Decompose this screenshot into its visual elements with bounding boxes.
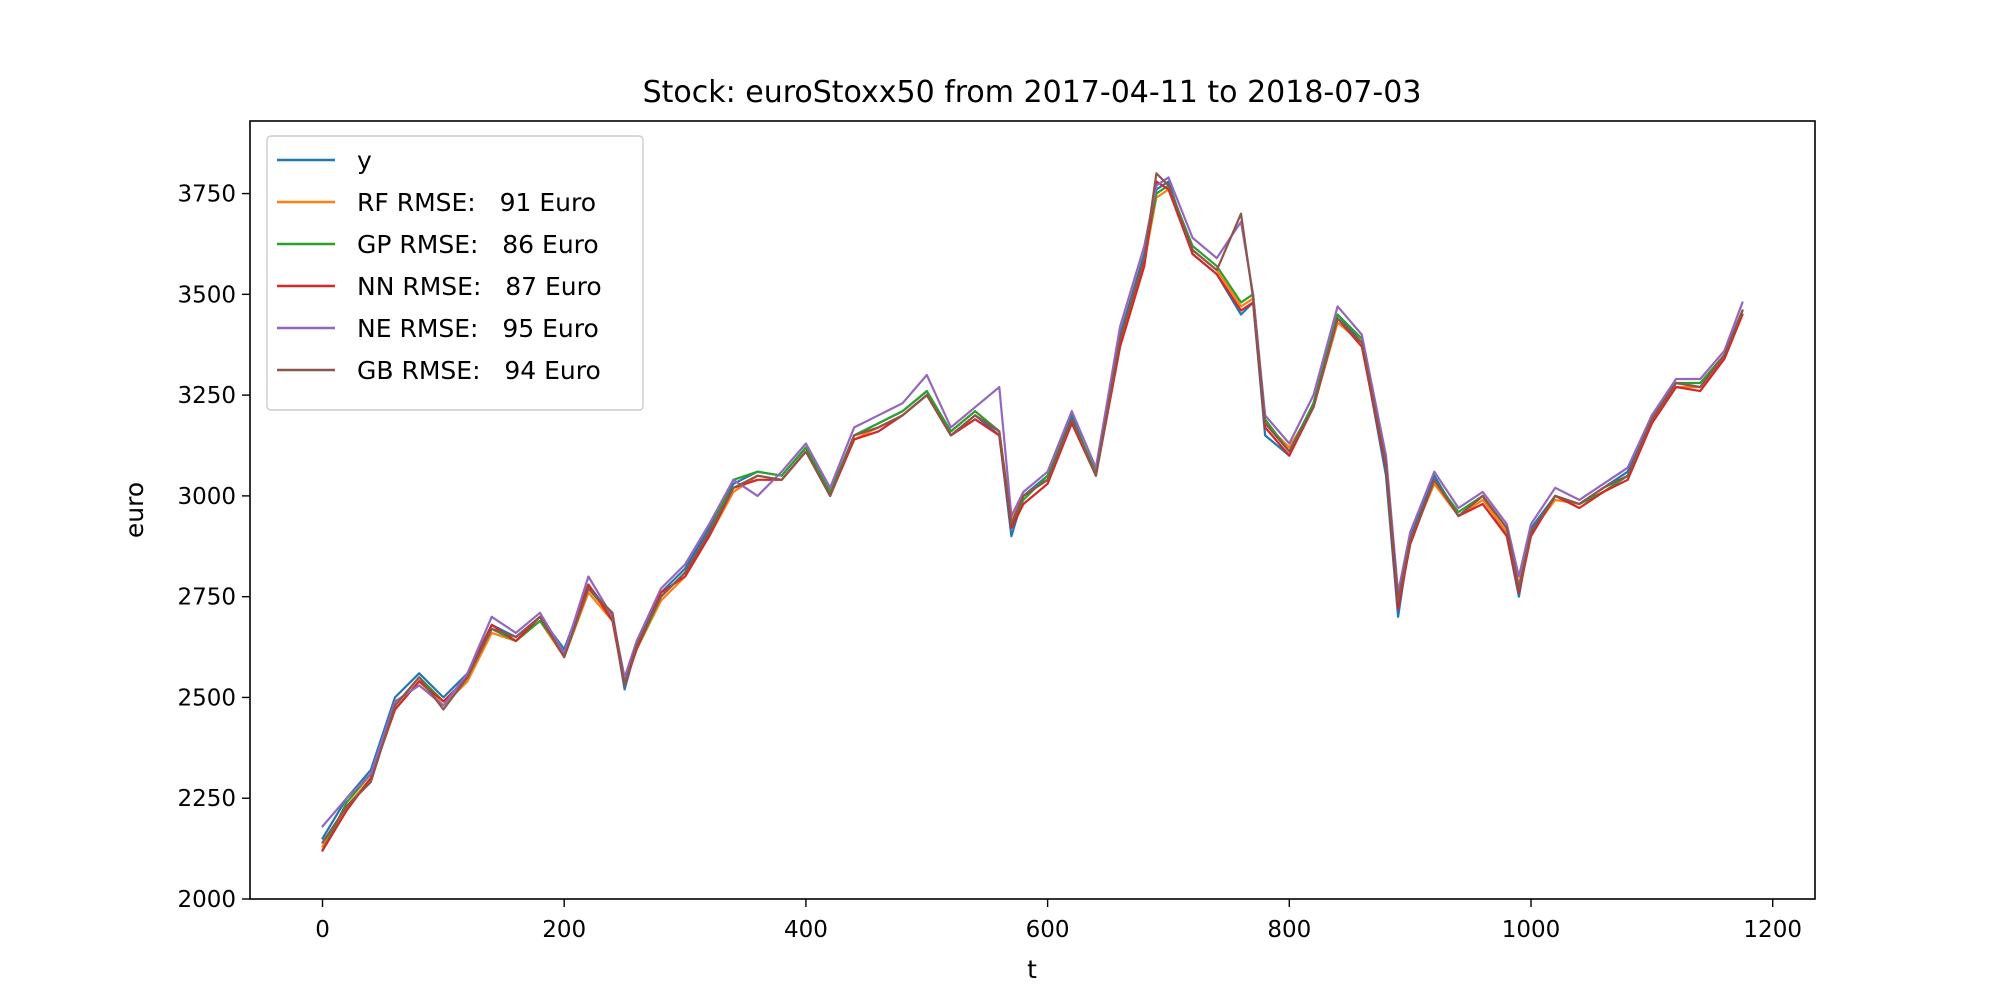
y-tick-label: 3000 (177, 484, 236, 510)
chart-title: Stock: euroStoxx50 from 2017-04-11 to 20… (643, 75, 1422, 110)
x-tick-label: 400 (784, 917, 828, 943)
y-tick-label: 2750 (177, 585, 236, 611)
legend-box (266, 135, 644, 411)
x-tick-label: 1200 (1743, 917, 1802, 943)
x-tick-label: 200 (542, 917, 586, 943)
y-tick-label: 3750 (177, 182, 236, 208)
y-tick-label: 2000 (177, 887, 236, 913)
y-tick-label: 2250 (177, 786, 236, 812)
y-tick-label: 3500 (177, 282, 236, 308)
y-axis-ticks: 2000 2250 2500 2750 3000 3250 3500 3750 (177, 182, 250, 913)
legend-label-0: y (357, 146, 372, 175)
y-tick-label: 2500 (177, 685, 236, 711)
y-axis-label: euro (120, 482, 149, 538)
series-line-3 (321, 180, 1744, 852)
x-tick-label: 800 (1267, 917, 1311, 943)
x-axis-label: t (1027, 955, 1037, 984)
y-tick-label: 3250 (177, 383, 236, 409)
legend-label-1: RF RMSE: 91 Euro (357, 188, 596, 217)
plot-area (249, 120, 1816, 900)
legend-label-4: NE RMSE: 95 Euro (357, 314, 599, 343)
legend-label-5: GB RMSE: 94 Euro (357, 356, 601, 385)
series-layer (321, 172, 1744, 852)
legend-label-3: NN RMSE: 87 Euro (357, 272, 602, 301)
series-line-5 (321, 172, 1744, 844)
legend-label-2: GP RMSE: 86 Euro (357, 230, 599, 259)
x-axis-ticks: 0 200 400 600 800 1000 1200 (315, 899, 1802, 943)
plot-frame (249, 120, 1816, 900)
x-tick-label: 0 (315, 917, 330, 943)
x-tick-label: 1000 (1502, 917, 1561, 943)
x-tick-label: 600 (1026, 917, 1070, 943)
legend: y RF RMSE: 91 Euro GP RMSE: 86 Euro NN RMSE… (266, 135, 644, 411)
